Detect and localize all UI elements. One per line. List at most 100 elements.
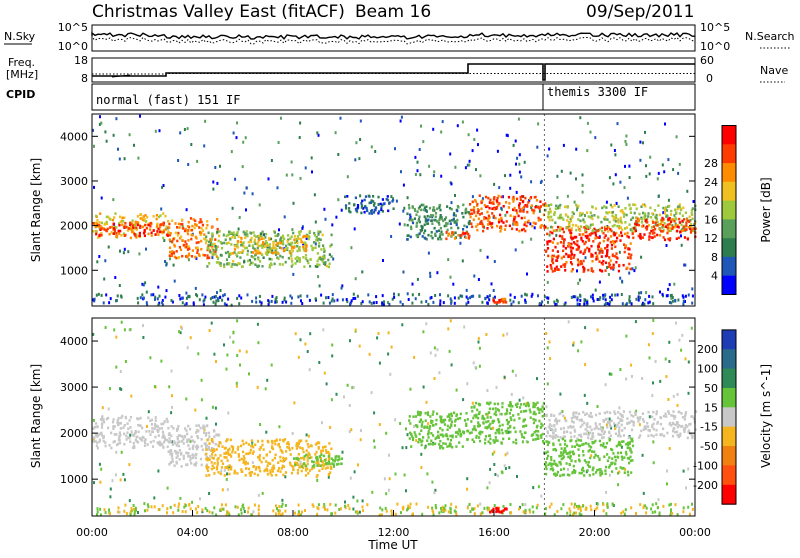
echo-cell bbox=[582, 218, 584, 221]
scatter-cell bbox=[389, 477, 391, 480]
ground-scatter-cell bbox=[166, 507, 168, 510]
echo-cell bbox=[119, 431, 121, 434]
echo-cell bbox=[106, 230, 108, 233]
echo-cell bbox=[607, 230, 609, 233]
nsearch-trace bbox=[92, 37, 695, 44]
echo-cell bbox=[445, 216, 447, 219]
echo-cell bbox=[588, 250, 590, 253]
scatter-cell bbox=[454, 166, 456, 169]
echo-cell bbox=[439, 415, 441, 418]
scatter-cell bbox=[201, 379, 203, 382]
scatter-cell bbox=[223, 343, 225, 346]
y-tick-label: 1000 bbox=[60, 264, 88, 277]
echo-cell bbox=[533, 212, 535, 215]
echo-cell bbox=[564, 263, 566, 266]
echo-cell bbox=[207, 247, 209, 250]
echo-cell bbox=[553, 238, 555, 241]
echo-cell bbox=[470, 222, 472, 225]
echo-cell bbox=[414, 208, 416, 211]
echo-cell bbox=[445, 225, 447, 228]
scatter-cell bbox=[259, 423, 261, 426]
echo-cell bbox=[218, 445, 220, 448]
ground-scatter-cell bbox=[386, 510, 388, 513]
y-tick-label: 4000 bbox=[60, 130, 88, 143]
echo-cell bbox=[231, 265, 233, 268]
echo-cell bbox=[315, 456, 317, 459]
echo-cell bbox=[316, 451, 318, 454]
colorbar-swatch bbox=[722, 238, 736, 257]
scatter-cell bbox=[412, 283, 414, 286]
echo-cell bbox=[563, 468, 565, 471]
echo-cell bbox=[271, 440, 273, 443]
echo-cell bbox=[141, 439, 143, 442]
scatter-cell bbox=[577, 282, 579, 285]
ground-scatter-cell bbox=[448, 510, 450, 513]
echo-cell bbox=[252, 446, 254, 449]
nave-tick-top: 60 bbox=[700, 54, 714, 67]
beam-label: Beam 16 bbox=[355, 2, 431, 22]
echo-cell bbox=[259, 454, 261, 457]
echo-cell bbox=[583, 260, 585, 263]
ground-scatter-cell bbox=[450, 508, 452, 511]
ground-scatter-cell bbox=[536, 506, 538, 509]
echo-cell bbox=[545, 415, 547, 418]
echo-cell bbox=[551, 232, 553, 235]
echo-cell bbox=[219, 454, 221, 457]
ground-scatter-cell bbox=[201, 508, 203, 511]
scatter-cell bbox=[515, 140, 517, 143]
scatter-cell bbox=[582, 173, 584, 176]
echo-cell bbox=[442, 435, 444, 438]
scatter-cell bbox=[210, 297, 212, 300]
scatter-cell bbox=[404, 474, 406, 477]
echo-cell bbox=[257, 258, 259, 261]
echo-cell bbox=[124, 226, 126, 229]
echo-cell bbox=[553, 424, 555, 427]
ground-scatter-cell bbox=[315, 297, 317, 300]
echo-cell bbox=[432, 410, 434, 413]
echo-cell bbox=[448, 233, 450, 236]
ground-scatter-cell bbox=[320, 294, 322, 297]
scatter-cell bbox=[385, 492, 387, 495]
echo-cell bbox=[573, 241, 575, 244]
scatter-cell bbox=[688, 361, 690, 364]
echo-cell bbox=[200, 240, 202, 243]
echo-cell bbox=[549, 210, 551, 213]
echo-cell bbox=[425, 412, 427, 415]
scatter-cell bbox=[360, 429, 362, 432]
ground-scatter-cell bbox=[182, 510, 184, 513]
echo-cell bbox=[580, 237, 582, 240]
scatter-cell bbox=[394, 147, 396, 150]
echo-cell bbox=[416, 425, 418, 428]
echo-cell bbox=[323, 262, 325, 265]
ground-scatter-cell bbox=[545, 507, 547, 510]
echo-cell bbox=[647, 429, 649, 432]
scatter-cell bbox=[155, 130, 157, 133]
echo-cell bbox=[427, 433, 429, 436]
ground-scatter-cell bbox=[688, 294, 690, 297]
echo-cell bbox=[508, 421, 510, 424]
echo-cell bbox=[373, 211, 375, 214]
echo-cell bbox=[214, 245, 216, 248]
echo-cell bbox=[632, 445, 634, 448]
echo-cell bbox=[426, 439, 428, 442]
echo-cell bbox=[545, 461, 547, 464]
echo-cell bbox=[298, 258, 300, 261]
ground-scatter-cell bbox=[199, 298, 201, 301]
ground-scatter-cell bbox=[271, 295, 273, 298]
scatter-cell bbox=[316, 479, 318, 482]
echo-cell bbox=[560, 428, 562, 431]
echo-cell bbox=[145, 438, 147, 441]
scatter-cell bbox=[112, 198, 114, 201]
scatter-cell bbox=[692, 295, 694, 298]
scatter-cell bbox=[555, 234, 557, 237]
ground-scatter-cell bbox=[566, 512, 568, 515]
ground-scatter-cell bbox=[611, 294, 613, 297]
ground-scatter-cell bbox=[604, 293, 606, 296]
ground-scatter-cell bbox=[97, 507, 99, 510]
ground-scatter-cell bbox=[592, 297, 594, 300]
echo-cell bbox=[195, 236, 197, 239]
scatter-cell bbox=[627, 197, 629, 200]
echo-cell bbox=[535, 438, 537, 441]
echo-cell bbox=[442, 447, 444, 450]
ground-scatter-cell bbox=[477, 504, 479, 507]
